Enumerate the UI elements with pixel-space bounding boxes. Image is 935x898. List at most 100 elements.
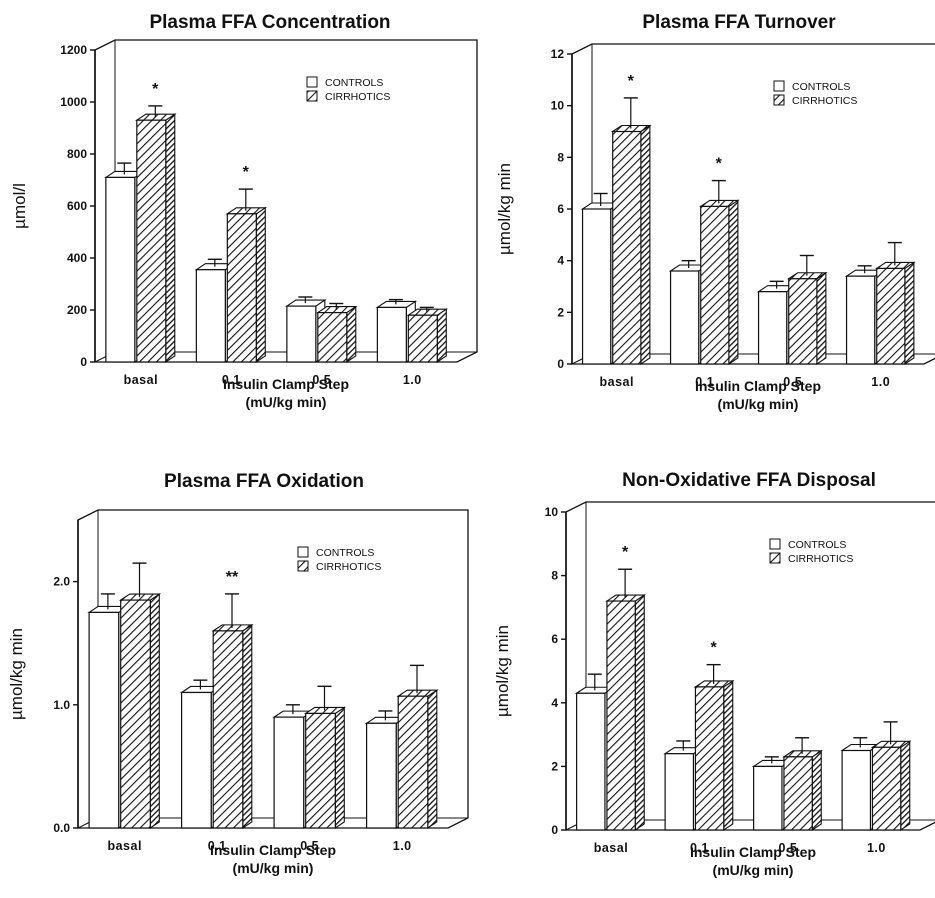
category-label: 1.0 [393,839,412,853]
bar-cirrhotics-0.1: * [693,640,735,832]
bar-cirrhotics-0.1: ** [211,569,254,830]
bar-side [723,679,734,832]
bar-front [576,692,606,831]
significance-marker: * [628,73,635,90]
bar-side [640,124,651,366]
significance-marker: * [622,544,629,561]
bar-cirrhotics-1.0 [874,241,916,366]
category-label: basal [599,375,633,389]
category-label: 1.0 [871,375,890,389]
category-label: 0.1 [695,375,714,389]
y-tick-label: 4 [551,696,558,710]
y-tick-label: 4 [557,254,564,268]
bar-cirrhotics-0.5 [303,685,347,830]
category-label: 1.0 [867,841,886,855]
significance-marker: * [243,164,250,181]
chart-title: Plasma FFA Turnover [642,12,836,33]
bar-front [871,746,902,831]
bar-front [212,630,244,829]
category-label: 0.1 [222,373,241,387]
legend-label: CONTROLS [792,81,850,93]
y-axis-label: µmol/kg min [493,625,512,717]
category-label: 0.5 [783,375,802,389]
legend-swatch-cirrhotics [773,94,785,106]
chart-title: Non-Oxidative FFA Disposal [622,470,876,491]
chart-title: Plasma FFA Concentration [149,12,390,33]
significance-marker: * [152,81,159,98]
x-axis-unit: (mU/kg min) [713,862,794,878]
significance-marker: * [716,156,723,173]
legend: CONTROLS CIRRHOTICS [297,546,381,573]
y-tick-label: 0 [557,357,564,371]
bar-cirrhotics-0.1: * [698,156,740,366]
chart-title: Plasma FFA Oxidation [164,471,364,492]
legend: CONTROLS CIRRHOTICS [769,538,853,565]
legend-label: CONTROLS [788,539,846,551]
bar-cirrhotics-1.0 [870,721,912,832]
y-tick-label: 12 [551,47,565,61]
bar-front [286,305,317,363]
bar-side [634,594,645,832]
y-tick-label: 8 [551,569,558,583]
bar-front [612,130,642,365]
y-tick-label: 2 [557,305,564,319]
bar-front [841,749,872,831]
significance-marker: * [710,640,717,657]
bar-front [88,611,120,829]
bar-front [366,722,397,829]
bar-front [788,278,818,365]
category-label: basal [594,841,628,855]
bar-front [226,213,257,363]
bar-front [753,765,783,831]
bar-side [334,706,345,830]
bar-side [255,206,266,364]
bar-front [783,756,813,831]
legend-label: CIRRHOTICS [792,95,857,107]
y-tick-label: 1000 [60,95,87,109]
bar-front [105,176,136,363]
bar-cirrhotics-basal: * [605,544,647,832]
bar-front [195,269,226,363]
bar-side [165,113,176,364]
bar-front [397,695,429,829]
bar-side [816,271,827,366]
y-axis-label: µmol/kg min [495,163,514,255]
y-tick-label: 6 [551,632,558,646]
bar-front [694,686,725,831]
legend-swatch-cirrhotics [306,90,318,102]
bar-front [120,599,151,829]
x-axis-label: Insulin Clamp Step [690,844,816,860]
bar-front [376,306,407,363]
category-label: 0.1 [690,841,709,855]
legend-label: CONTROLS [325,77,383,89]
chart-panel-3: Plasma FFA Oxidation 0.0 1.0 2.0 µmol/kg min… [7,471,469,876]
x-axis-unit: (mU/kg min) [246,394,327,410]
bar-cirrhotics-1.0 [396,664,439,830]
y-axis-label: µmol/l [10,183,29,229]
y-tick-label: 8 [557,150,564,164]
bar-side [436,308,447,364]
legend-label: CIRRHOTICS [325,91,390,103]
bar-side [149,593,160,830]
y-tick-label: 400 [67,251,87,265]
bar-front [181,691,212,829]
bar-front [757,291,788,365]
category-label: basal [124,373,158,387]
bar-cirrhotics-basal: * [135,81,177,364]
x-axis-label: Insulin Clamp Step [210,842,336,858]
category-label: basal [107,839,141,853]
bar-front [664,753,695,831]
category-label: 0.1 [208,839,227,853]
y-tick-label: 1200 [60,43,87,57]
bar-front [273,716,305,829]
legend-swatch-controls [306,76,318,88]
legend-swatch-controls [769,538,781,550]
x-axis-label: Insulin Clamp Step [223,376,349,392]
y-tick-label: 0 [551,823,558,837]
chart-panel-2: Plasma FFA Turnover 0 2 4 6 8 10 12 µmol/kg min *… [495,12,935,412]
bar-cirrhotics-1.0 [406,306,449,364]
legend-swatch-cirrhotics [297,560,309,572]
category-label: 1.0 [403,373,422,387]
bar-side [900,740,911,832]
y-tick-label: 6 [557,202,564,216]
